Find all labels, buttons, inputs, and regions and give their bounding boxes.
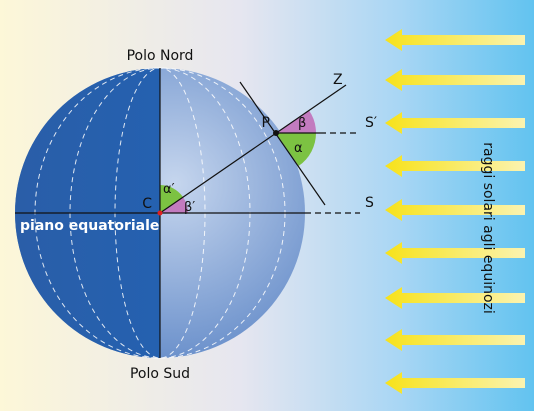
north-label: Polo Nord [127,48,194,64]
angle-alpha [276,133,316,166]
ray-arrow [385,112,525,134]
ray-arrow [385,242,525,264]
alpha-prime-label: α′ [163,182,175,197]
ray-arrow [385,287,525,309]
point-c [157,210,163,216]
ray-arrow [385,199,525,221]
center-label: C [142,196,152,212]
s-label: S [365,195,374,211]
rays-label: raggi solari agli equinozi [480,142,496,314]
equator-label: piano equatoriale [20,218,159,234]
ray-arrow [385,329,525,351]
point-label: P [262,115,270,131]
angle-alpha-prime [160,185,183,213]
rays [385,29,525,394]
point-p [273,130,279,136]
beta-prime-label: β′ [184,200,195,215]
s-prime-label: S′ [365,115,377,131]
south-label: Polo Sud [130,366,190,382]
alpha-label: α [294,141,303,156]
ray-arrow [385,372,525,394]
beta-label: β [298,116,306,131]
angle-beta [276,110,316,133]
zenith-label: Z [333,72,343,88]
angle-beta-prime [160,197,188,213]
ray-arrow [385,29,525,51]
ray-arrow [385,69,525,91]
ray-arrow [385,155,525,177]
